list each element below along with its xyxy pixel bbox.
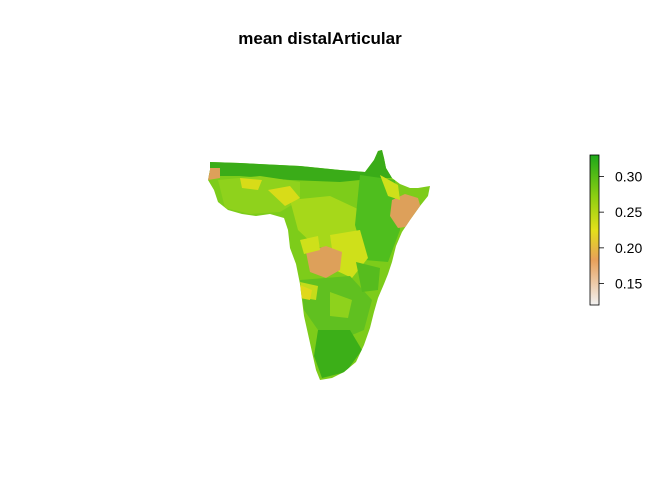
plot-title: mean distalArticular: [238, 29, 402, 48]
orange-patch-east: [390, 194, 422, 228]
legend-bar: [589, 154, 600, 306]
legend-tick-label: 0.15: [615, 276, 642, 292]
land-area: [208, 150, 430, 380]
legend-tick-label: 0.20: [615, 240, 642, 256]
legend-tick-label: 0.30: [615, 168, 642, 184]
color-legend: 0.30 0.25 0.20 0.15: [589, 154, 642, 306]
legend-tick-label: 0.25: [615, 204, 642, 220]
orange-patch-central: [306, 246, 342, 278]
